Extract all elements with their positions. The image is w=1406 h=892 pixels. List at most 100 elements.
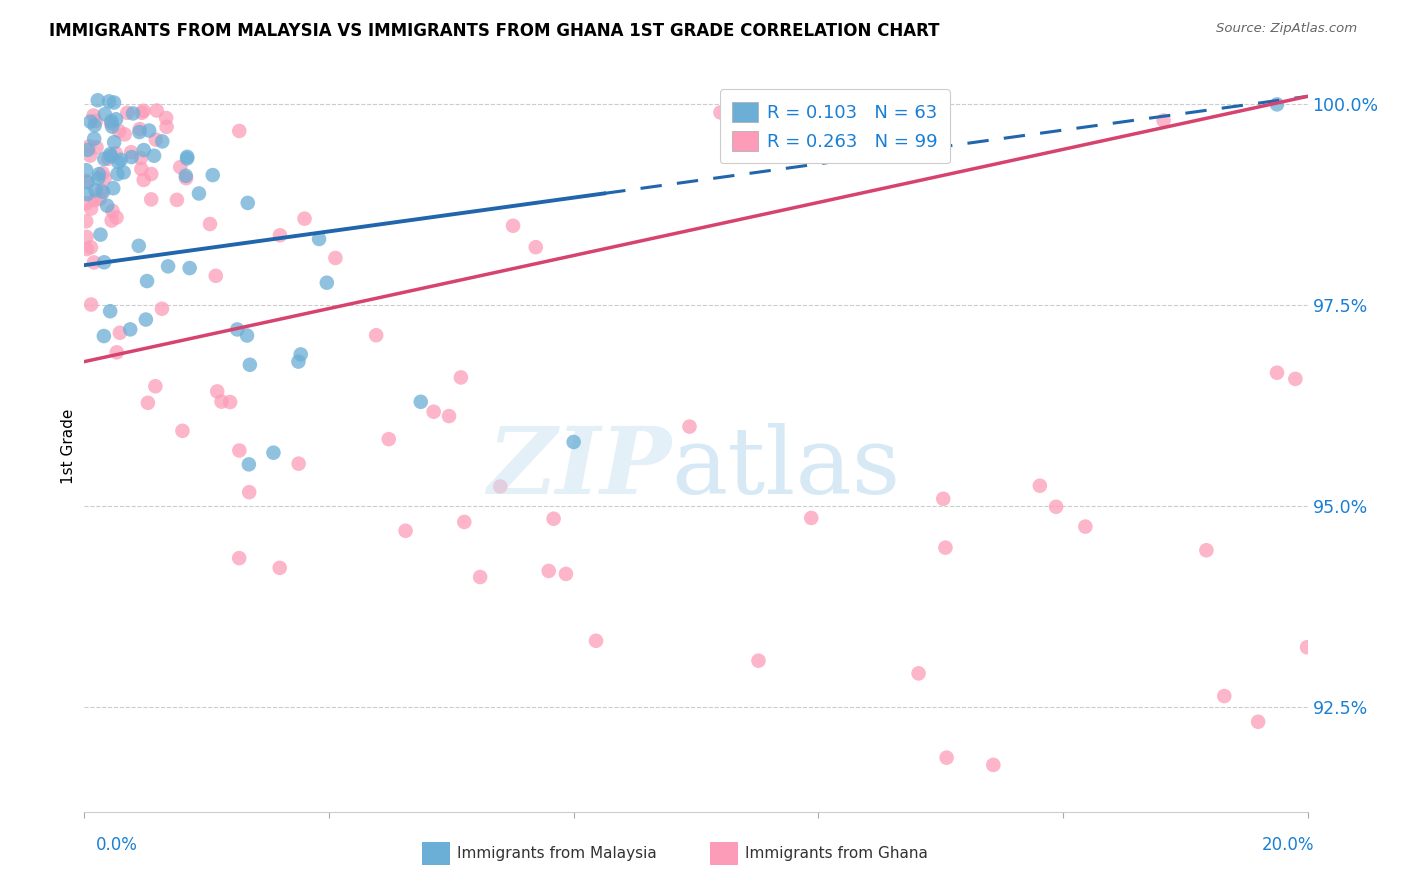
Point [453,515,475,529]
Point [174,171,197,186]
Point [76,143,98,157]
Point [105,345,128,359]
Point [86,140,108,154]
Point [98,304,121,318]
Point [128,125,150,139]
Point [89,227,111,242]
Point [709,105,731,120]
Point [145,103,167,118]
Point [83,108,105,122]
Point [128,239,150,253]
Point [76,176,98,190]
Point [90,184,112,198]
Point [238,458,260,472]
Point [262,446,284,460]
Point [121,150,143,164]
Point [150,301,173,316]
Point [91,166,114,180]
Point [80,202,103,216]
Point [98,95,121,109]
Point [89,192,111,206]
Point [800,511,823,525]
Point [79,149,101,163]
Point [562,434,585,449]
Point [377,432,399,446]
Point [886,97,908,112]
Point [157,260,180,274]
Point [155,120,177,134]
Point [228,443,250,458]
Point [87,167,110,181]
Point [489,479,512,493]
Point [101,203,124,218]
Point [80,297,103,311]
Point [290,347,312,361]
Point [188,186,211,201]
Point [145,379,167,393]
Point [934,541,956,555]
Point [100,213,122,227]
Point [84,114,107,128]
Point [287,457,309,471]
Point [120,145,142,160]
Point [75,163,97,178]
Point [93,171,115,186]
Point [166,193,188,207]
Point [93,255,115,269]
Point [678,419,700,434]
Point [80,240,103,254]
Point [117,105,139,120]
Point [76,242,98,256]
Point [76,230,98,244]
Point [935,750,957,764]
Text: Source: ZipAtlas.com: Source: ZipAtlas.com [1216,22,1357,36]
Point [585,633,607,648]
Point [83,255,105,269]
Point [179,261,201,276]
Point [287,354,309,368]
Point [79,139,101,153]
Point [555,566,578,581]
Point [239,358,262,372]
Point [100,116,122,130]
Point [1265,97,1288,112]
Point [83,193,105,207]
Point [131,161,153,176]
Point [98,147,121,161]
Point [120,322,142,336]
Point [308,232,330,246]
Point [122,106,145,120]
Point [141,192,163,206]
Point [394,524,416,538]
Point [409,394,432,409]
Point [450,370,472,384]
Text: Immigrants from Malaysia: Immigrants from Malaysia [457,847,657,861]
Point [112,165,135,179]
Y-axis label: 1st Grade: 1st Grade [60,409,76,483]
Point [932,491,955,506]
Point [269,561,291,575]
Point [100,114,122,128]
Point [96,199,118,213]
Point [172,424,194,438]
Point [87,171,110,186]
Point [1045,500,1067,514]
Point [103,95,125,110]
Point [138,123,160,137]
Point [981,758,1004,772]
Point [103,135,125,149]
Point [84,183,107,197]
Point [537,564,560,578]
Text: ZIP: ZIP [488,423,672,513]
Point [422,405,444,419]
Point [83,119,105,133]
Point [79,114,101,128]
Point [169,160,191,174]
Point [204,268,226,283]
Point [211,394,233,409]
Point [103,181,125,195]
Point [176,152,198,166]
Point [1247,714,1270,729]
Point [1213,689,1236,703]
Point [228,551,250,566]
